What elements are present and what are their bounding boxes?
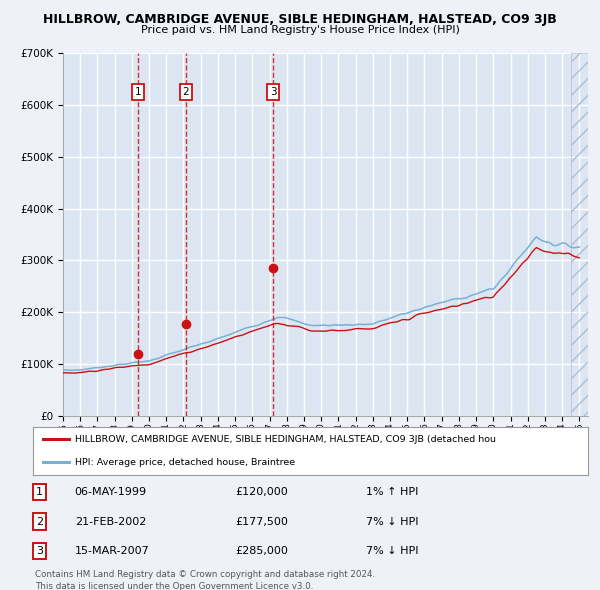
Text: 15-MAR-2007: 15-MAR-2007 — [74, 546, 149, 556]
Text: £285,000: £285,000 — [236, 546, 289, 556]
Text: £120,000: £120,000 — [236, 487, 289, 497]
Text: 7% ↓ HPI: 7% ↓ HPI — [366, 546, 419, 556]
Text: 2: 2 — [182, 87, 189, 97]
Text: 7% ↓ HPI: 7% ↓ HPI — [366, 517, 419, 526]
Text: 3: 3 — [36, 546, 43, 556]
Text: 06-MAY-1999: 06-MAY-1999 — [74, 487, 147, 497]
Text: £177,500: £177,500 — [236, 517, 289, 526]
Text: Contains HM Land Registry data © Crown copyright and database right 2024.
This d: Contains HM Land Registry data © Crown c… — [35, 570, 375, 590]
Text: 1: 1 — [36, 487, 43, 497]
Text: HILLBROW, CAMBRIDGE AVENUE, SIBLE HEDINGHAM, HALSTEAD, CO9 3JB: HILLBROW, CAMBRIDGE AVENUE, SIBLE HEDING… — [43, 13, 557, 26]
Text: 1: 1 — [135, 87, 142, 97]
Text: HILLBROW, CAMBRIDGE AVENUE, SIBLE HEDINGHAM, HALSTEAD, CO9 3JB (detached hou: HILLBROW, CAMBRIDGE AVENUE, SIBLE HEDING… — [74, 435, 496, 444]
Text: 3: 3 — [270, 87, 277, 97]
Text: 2: 2 — [36, 517, 43, 526]
Text: 1% ↑ HPI: 1% ↑ HPI — [366, 487, 418, 497]
Text: Price paid vs. HM Land Registry's House Price Index (HPI): Price paid vs. HM Land Registry's House … — [140, 25, 460, 35]
Text: 21-FEB-2002: 21-FEB-2002 — [74, 517, 146, 526]
Text: HPI: Average price, detached house, Braintree: HPI: Average price, detached house, Brai… — [74, 458, 295, 467]
